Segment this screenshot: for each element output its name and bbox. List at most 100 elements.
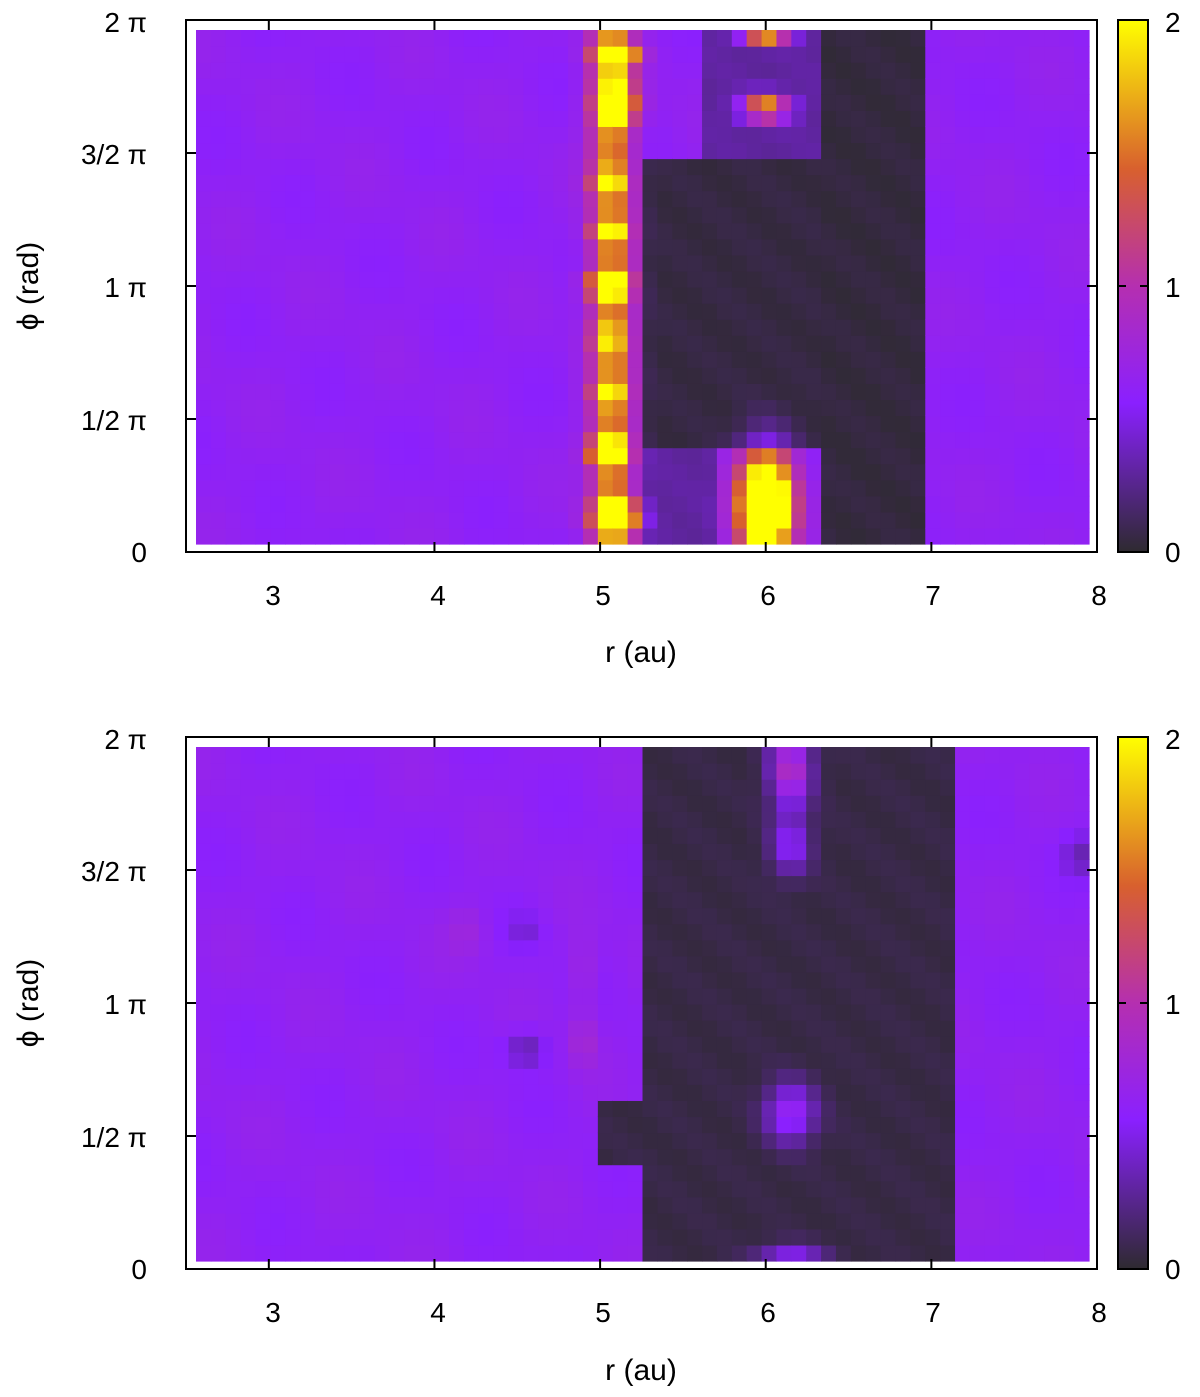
heatmap-cell: [806, 158, 822, 176]
heatmap-cell: [642, 1132, 658, 1150]
heatmap-cell: [1044, 955, 1060, 973]
heatmap-cell: [270, 763, 286, 780]
heatmap-cell: [731, 987, 748, 1005]
y-tick-label: 3/2 π: [81, 856, 147, 887]
heatmap-cell: [315, 1164, 331, 1182]
heatmap-cell: [344, 1052, 361, 1069]
heatmap-cell: [300, 158, 316, 176]
heatmap-cell: [716, 1180, 733, 1198]
heatmap-cell: [895, 763, 911, 780]
heatmap-cell: [493, 891, 510, 909]
heatmap-cell: [776, 46, 792, 63]
heatmap-cell: [776, 1068, 792, 1085]
heatmap-cell: [508, 1004, 525, 1021]
heatmap-cell: [821, 479, 837, 497]
heatmap-cell: [850, 779, 867, 796]
heatmap-cell: [1014, 1212, 1031, 1230]
heatmap-cell: [969, 415, 986, 433]
heatmap-cell: [538, 939, 554, 957]
heatmap-cell: [508, 30, 525, 47]
heatmap-cell: [270, 174, 286, 192]
heatmap-cell: [1029, 431, 1045, 449]
heatmap-cell: [657, 270, 673, 288]
heatmap-cell: [582, 367, 599, 384]
heatmap-cell: [508, 46, 525, 63]
colorbar-tick-label: 1: [1165, 272, 1181, 303]
heatmap-cell: [627, 1212, 644, 1230]
heatmap-cell: [776, 795, 792, 812]
heatmap-cell: [880, 987, 897, 1005]
heatmap-cell: [463, 30, 480, 47]
heatmap-cell: [627, 447, 644, 465]
heatmap-cell: [597, 110, 614, 127]
heatmap-cell: [225, 955, 242, 973]
heatmap-cell: [419, 1180, 435, 1198]
heatmap-cell: [687, 971, 703, 989]
heatmap-cell: [404, 431, 420, 449]
heatmap-cell: [568, 206, 584, 224]
heatmap-cell: [865, 1084, 882, 1101]
heatmap-cell: [523, 287, 539, 304]
heatmap-cell: [449, 1228, 465, 1246]
heatmap-cell: [374, 30, 391, 47]
heatmap-cell: [538, 335, 554, 352]
heatmap-cell: [835, 367, 852, 384]
heatmap-cell: [315, 795, 331, 812]
heatmap-cell: [612, 1132, 629, 1150]
heatmap-cell: [210, 1244, 227, 1262]
heatmap-cell: [568, 495, 584, 513]
heatmap-cell: [925, 1180, 941, 1198]
heatmap-cell: [955, 1228, 971, 1246]
heatmap-cell: [359, 939, 376, 957]
heatmap-cell: [434, 351, 450, 368]
heatmap-cell: [612, 126, 629, 144]
heatmap-cell: [835, 511, 852, 529]
heatmap-cell: [493, 110, 510, 127]
y-axis-label: ϕ (rad): [12, 242, 45, 330]
heatmap-cell: [687, 479, 703, 497]
heatmap-cell: [1044, 971, 1060, 989]
heatmap-cell: [821, 1020, 837, 1037]
heatmap-cell: [999, 1036, 1016, 1053]
heatmap-cell: [955, 1244, 971, 1262]
heatmap-cell: [463, 827, 480, 844]
heatmap-cell: [225, 383, 242, 401]
heatmap-cell: [761, 463, 778, 481]
heatmap-cell: [865, 1052, 882, 1069]
heatmap-cell: [285, 1212, 301, 1230]
heatmap-cell: [359, 206, 376, 224]
heatmap-cell: [449, 270, 465, 288]
heatmap-cell: [672, 747, 688, 764]
heatmap-cell: [1059, 955, 1075, 973]
heatmap-cell: [612, 527, 629, 545]
heatmap-cell: [999, 1020, 1016, 1037]
heatmap-cell: [597, 1164, 614, 1182]
heatmap-cell: [196, 763, 212, 780]
heatmap-cell: [776, 222, 792, 240]
heatmap-cell: [255, 511, 272, 529]
heatmap-cell: [538, 1132, 554, 1150]
heatmap-cell: [434, 495, 450, 513]
heatmap-cell: [225, 939, 242, 957]
heatmap-cell: [463, 763, 480, 780]
heatmap-cell: [553, 399, 569, 417]
heatmap-cell: [434, 891, 450, 909]
heatmap-cell: [434, 907, 450, 925]
heatmap-cell: [999, 463, 1016, 481]
heatmap-cell: [225, 110, 242, 127]
heatmap-cell: [329, 1100, 346, 1118]
heatmap-cell: [746, 319, 763, 336]
heatmap-cell: [821, 287, 837, 304]
heatmap-cell: [865, 367, 882, 384]
heatmap-cell: [716, 110, 733, 127]
heatmap-cell: [210, 383, 227, 401]
heatmap-cell: [478, 1132, 495, 1150]
heatmap-cell: [434, 303, 450, 320]
heatmap-cell: [746, 78, 763, 95]
heatmap-cell: [285, 1228, 301, 1246]
heatmap-cell: [374, 1100, 391, 1118]
heatmap-cell: [910, 94, 926, 111]
heatmap-cell: [597, 1068, 614, 1085]
heatmap-cell: [329, 987, 346, 1005]
heatmap-cell: [672, 287, 688, 304]
